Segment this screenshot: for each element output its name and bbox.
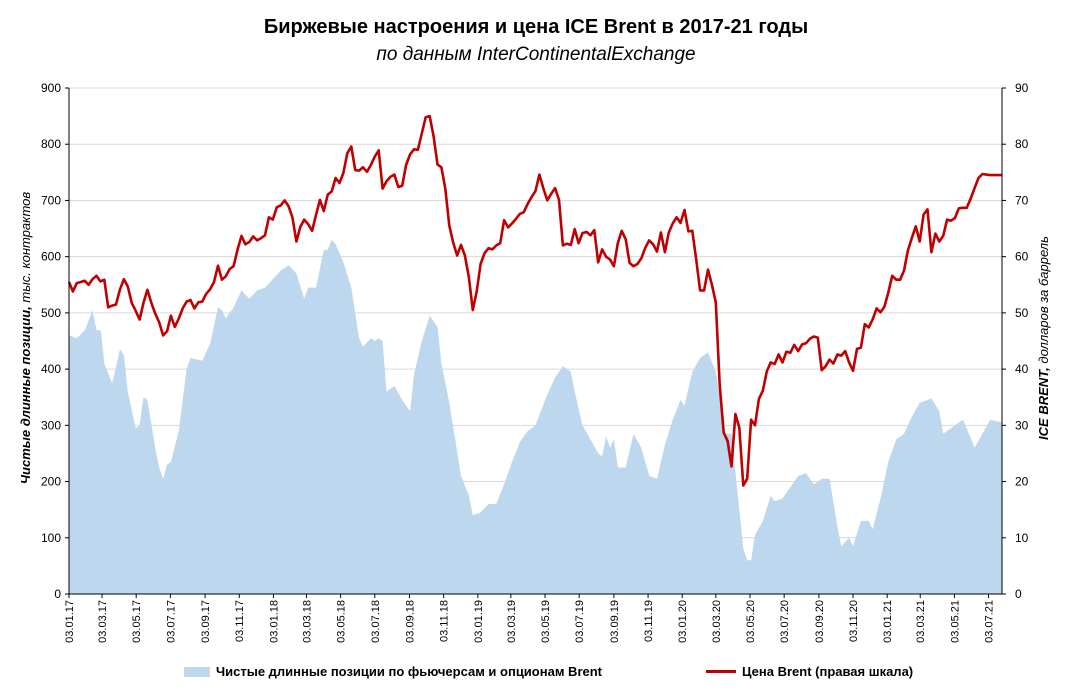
x-tick-label: 03.03.21 <box>915 600 927 643</box>
x-tick-label: 03.09.18 <box>405 600 417 643</box>
x-tick-label: 03.01.20 <box>677 600 689 643</box>
x-tick-label: 03.09.19 <box>609 600 621 643</box>
y-right-tick-label: 60 <box>1015 250 1029 264</box>
legend-item-net-long: Чистые длинные позиции по фьючерсам и оп… <box>184 664 602 679</box>
x-tick-label: 03.05.20 <box>745 600 757 643</box>
legend-swatch-net-long <box>184 666 210 677</box>
y-left-tick-label: 600 <box>41 250 61 264</box>
x-tick-label: 03.07.20 <box>779 600 791 643</box>
x-tick-label: 03.01.18 <box>268 600 280 643</box>
x-tick-label: 03.05.17 <box>131 600 143 643</box>
legend: Чистые длинные позиции по фьючерсам и оп… <box>0 664 1072 686</box>
y-right-tick-label: 40 <box>1015 362 1029 376</box>
y-left-tick-label: 700 <box>41 193 61 207</box>
y-right-tick-label: 70 <box>1015 193 1029 207</box>
x-tick-label: 03.05.19 <box>540 600 552 643</box>
x-tick-label: 03.11.19 <box>643 600 655 642</box>
y-right-tick-label: 20 <box>1015 475 1029 489</box>
y-left-tick-label: 200 <box>41 475 61 489</box>
x-tick-label: 03.07.18 <box>370 600 382 643</box>
x-tick-label: 03.11.20 <box>848 600 860 642</box>
y-left-tick-label: 500 <box>41 306 61 320</box>
x-tick-label: 03.07.19 <box>574 600 586 643</box>
y-right-tick-label: 50 <box>1015 306 1029 320</box>
y-right-tick-label: 80 <box>1015 137 1029 151</box>
x-tick-label: 03.03.17 <box>97 600 109 643</box>
y-right-tick-label: 30 <box>1015 418 1029 432</box>
x-tick-label: 03.03.19 <box>506 600 518 643</box>
x-tick-label: 03.05.21 <box>949 600 961 643</box>
x-tick-label: 03.05.18 <box>336 600 348 643</box>
x-tick-label: 03.09.17 <box>200 600 212 643</box>
chart-subtitle: по данным InterContinentalExchange <box>376 44 696 65</box>
y-left-tick-label: 400 <box>41 362 61 376</box>
net-long-area <box>69 239 1002 595</box>
x-tick-label: 03.03.18 <box>302 600 314 643</box>
chart-title: Биржевые настроения и цена ICE Brent в 2… <box>263 16 809 38</box>
x-tick-label: 03.11.17 <box>234 600 246 642</box>
x-tick-label: 03.03.20 <box>711 600 723 643</box>
y-right-tick-label: 0 <box>1015 587 1022 601</box>
y-left-tick-label: 100 <box>41 531 61 545</box>
legend-label-net-long: Чистые длинные позиции по фьючерсам и оп… <box>216 664 603 679</box>
y-left-tick-label: 800 <box>41 137 61 151</box>
x-tick-label: 03.09.20 <box>814 600 826 643</box>
x-tick-label: 03.01.19 <box>473 600 485 643</box>
x-tick-label: 03.11.18 <box>439 600 451 642</box>
x-tick-label: 03.07.21 <box>984 600 996 643</box>
y-left-axis-title: Чистые длинные позиции, тыс. контрактов <box>18 192 33 485</box>
legend-item-brent-price: Цена Brent (правая шкала) <box>706 664 913 679</box>
legend-label-brent-price: Цена Brent (правая шкала) <box>742 664 914 679</box>
y-left-tick-label: 300 <box>41 418 61 432</box>
legend-swatch-brent-price <box>706 670 736 673</box>
x-tick-label: 03.01.21 <box>882 600 894 643</box>
y-right-tick-label: 10 <box>1015 531 1029 545</box>
y-right-tick-label: 90 <box>1015 81 1029 95</box>
y-right-axis-title: ICE BRENT, долларов за баррель <box>1036 236 1051 440</box>
x-tick-label: 03.07.17 <box>165 600 177 643</box>
y-left-tick-label: 0 <box>54 587 61 601</box>
y-left-tick-label: 900 <box>41 81 61 95</box>
x-tick-label: 03.01.17 <box>64 600 76 643</box>
brent-price-line <box>67 114 1002 487</box>
